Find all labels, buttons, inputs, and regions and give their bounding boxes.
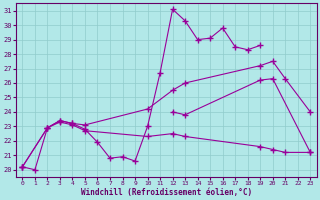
X-axis label: Windchill (Refroidissement éolien,°C): Windchill (Refroidissement éolien,°C): [81, 188, 252, 197]
